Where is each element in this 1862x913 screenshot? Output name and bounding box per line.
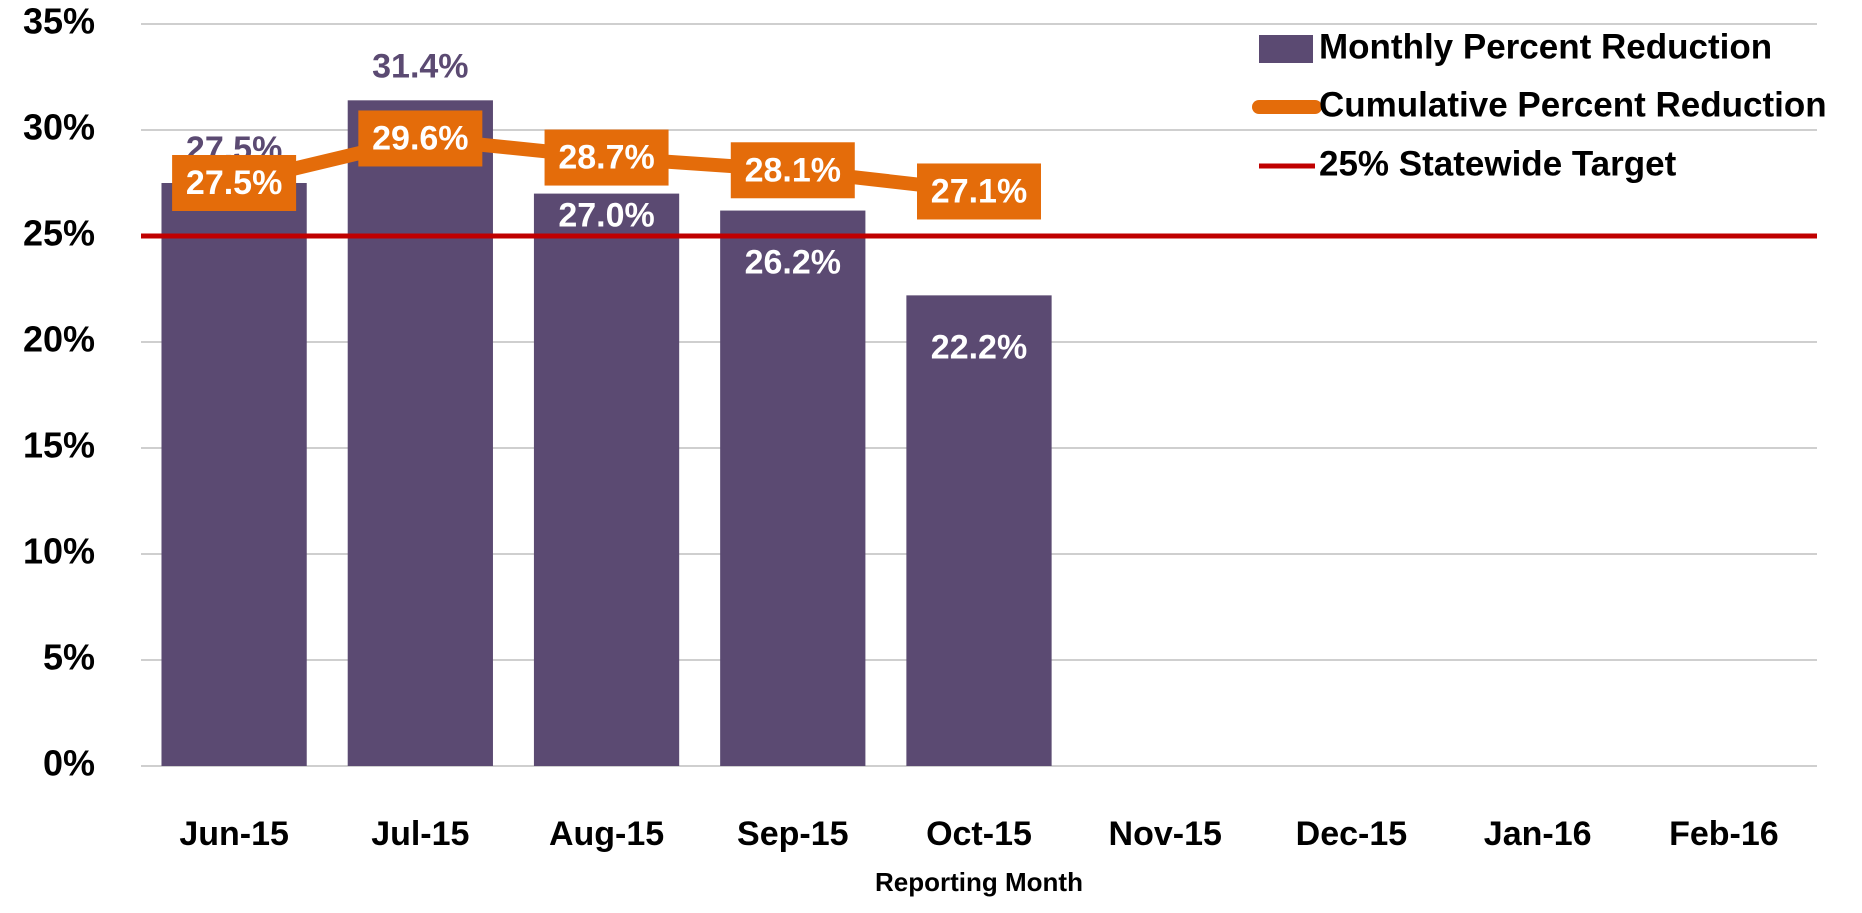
x-tick-label: Jan-16 (1484, 815, 1592, 853)
x-tick-label: Oct-15 (926, 815, 1032, 853)
y-tick-label: 10% (23, 531, 95, 572)
x-tick-label: Aug-15 (549, 815, 664, 853)
y-tick-label: 0% (43, 743, 95, 784)
y-tick-label: 30% (23, 107, 95, 148)
line-label-box (730, 142, 855, 199)
bar-value-label: 26.2% (745, 244, 841, 282)
line-value-label: 29.6% (372, 119, 468, 157)
y-tick-label: 5% (43, 637, 95, 678)
bar (720, 210, 866, 766)
line-value-label: 27.5% (186, 164, 282, 202)
line-label-box (917, 163, 1041, 220)
x-axis-title: Reporting Month (875, 867, 1083, 897)
x-tick-label: Jun-15 (179, 815, 289, 853)
x-tick-label: Sep-15 (737, 815, 849, 853)
legend-label: 25% Statewide Target (1319, 144, 1677, 183)
bar (533, 193, 680, 767)
bar (347, 100, 493, 766)
line-value-label: 27.1% (931, 172, 1027, 210)
bar-value-label: 22.2% (931, 328, 1027, 366)
legend-label: Cumulative Percent Reduction (1319, 85, 1827, 124)
x-tick-label: Jul-15 (371, 815, 469, 853)
line-value-label: 28.7% (558, 139, 654, 177)
bar (906, 295, 1052, 766)
line-value-label: 28.1% (745, 151, 841, 189)
bar-value-label: 31.4% (372, 47, 468, 85)
legend-label: Monthly Percent Reduction (1319, 27, 1772, 66)
x-tick-label: Dec-15 (1296, 815, 1408, 853)
legend-swatch (1259, 35, 1313, 63)
x-tick-label: Nov-15 (1109, 815, 1222, 853)
line-label-box (544, 129, 669, 186)
line-label-box (358, 110, 483, 167)
y-tick-label: 15% (23, 425, 95, 466)
y-tick-label: 35% (23, 1, 95, 42)
line-label-box (172, 155, 297, 211)
bar (161, 183, 307, 766)
y-tick-label: 20% (23, 319, 95, 360)
y-tick-label: 25% (23, 213, 95, 254)
x-tick-label: Feb-16 (1669, 815, 1779, 853)
bar-value-label: 27.0% (558, 197, 654, 235)
